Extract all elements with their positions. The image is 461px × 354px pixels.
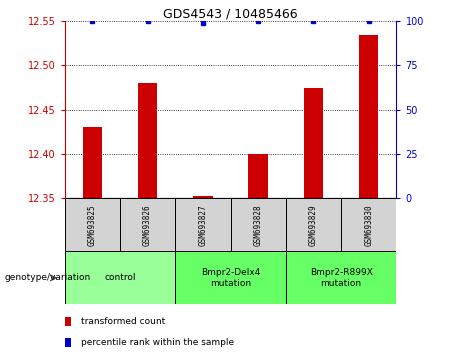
- Bar: [120, 198, 175, 251]
- Text: GSM693829: GSM693829: [309, 204, 318, 246]
- Text: GSM693828: GSM693828: [254, 204, 263, 246]
- Bar: [65, 251, 175, 304]
- Bar: [286, 251, 396, 304]
- Bar: [230, 198, 286, 251]
- Bar: [175, 198, 230, 251]
- Bar: [248, 154, 268, 198]
- Bar: [175, 251, 286, 304]
- Text: GSM693827: GSM693827: [198, 204, 207, 246]
- Bar: [359, 35, 378, 198]
- Bar: [304, 88, 323, 198]
- Bar: [286, 198, 341, 251]
- Bar: [138, 83, 157, 198]
- Bar: [65, 198, 120, 251]
- Text: genotype/variation: genotype/variation: [5, 273, 91, 282]
- Text: Bmpr2-Delx4
mutation: Bmpr2-Delx4 mutation: [201, 268, 260, 287]
- Text: percentile rank within the sample: percentile rank within the sample: [81, 338, 234, 347]
- Text: GSM693830: GSM693830: [364, 204, 373, 246]
- Text: Bmpr2-R899X
mutation: Bmpr2-R899X mutation: [310, 268, 372, 287]
- Bar: [341, 198, 396, 251]
- Bar: [83, 127, 102, 198]
- Text: GSM693826: GSM693826: [143, 204, 152, 246]
- Bar: [193, 196, 213, 198]
- Text: GSM693825: GSM693825: [88, 204, 97, 246]
- Title: GDS4543 / 10485466: GDS4543 / 10485466: [163, 7, 298, 20]
- Text: control: control: [104, 273, 136, 282]
- Text: transformed count: transformed count: [81, 317, 165, 326]
